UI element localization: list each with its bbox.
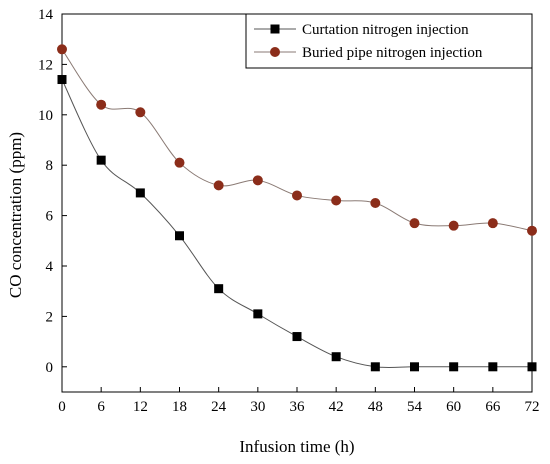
data-point-circle <box>487 218 498 229</box>
y-tick-label: 2 <box>46 309 54 325</box>
x-tick-label: 60 <box>446 399 461 415</box>
data-point-square <box>175 231 184 241</box>
series-line <box>61 48 533 232</box>
data-point-circle <box>409 218 420 229</box>
x-tick-label: 72 <box>525 399 540 415</box>
legend: Curtation nitrogen injection Buried pipe … <box>245 13 533 69</box>
x-tick-label: 48 <box>368 399 383 415</box>
data-point-circle <box>174 157 185 168</box>
y-tick-label: 0 <box>46 360 54 376</box>
data-point-square <box>370 362 380 372</box>
legend-marker-circle <box>270 47 280 57</box>
data-point-square <box>331 352 341 362</box>
legend-box <box>245 13 533 69</box>
data-point-square <box>410 362 419 372</box>
data-point-circle <box>448 220 459 231</box>
data-point-square <box>135 188 145 198</box>
y-tick-label: 14 <box>38 7 54 23</box>
y-axis-title: CO concentration (ppm) <box>6 132 25 298</box>
x-tick-label: 18 <box>172 399 187 415</box>
series-2 <box>57 44 537 236</box>
x-tick-label: 24 <box>211 399 227 415</box>
y-tick-label: 10 <box>38 108 53 124</box>
x-tick-label: 36 <box>290 399 306 415</box>
series-line <box>61 79 532 369</box>
x-axis-title: Infusion time (h) <box>239 437 354 456</box>
data-point-square <box>449 362 459 372</box>
data-point-circle <box>213 180 224 191</box>
x-tick-label: 54 <box>407 399 423 415</box>
data-point-circle <box>252 175 263 186</box>
data-point-square <box>253 309 263 319</box>
legend-marker-square <box>270 24 280 34</box>
y-tick-label: 6 <box>46 209 54 225</box>
x-tick-label: 6 <box>97 399 105 415</box>
data-point-square <box>214 284 224 294</box>
data-point-circle <box>135 107 146 118</box>
x-tick-label: 42 <box>329 399 344 415</box>
data-point-square <box>57 75 67 85</box>
x-tick-label: 30 <box>250 399 265 415</box>
data-point-square <box>96 155 106 165</box>
y-tick-label: 12 <box>38 57 53 73</box>
x-tick-label: 12 <box>133 399 148 415</box>
data-point-circle <box>57 44 67 55</box>
data-point-square <box>488 362 498 372</box>
y-tick-label: 4 <box>46 259 54 275</box>
data-point-circle <box>370 198 381 208</box>
data-point-square <box>527 362 537 372</box>
legend-label: Buried pipe nitrogen injection <box>302 45 483 61</box>
legend-label: Curtation nitrogen injection <box>302 22 469 38</box>
series-layer <box>57 44 537 372</box>
x-tick-label: 0 <box>58 399 66 415</box>
x-tick-label: 66 <box>485 399 501 415</box>
data-point-circle <box>96 99 107 110</box>
y-tick-label: 8 <box>46 158 54 174</box>
series-1 <box>57 75 537 372</box>
data-point-circle <box>331 195 342 206</box>
data-point-circle <box>527 225 537 236</box>
data-point-square <box>292 332 302 342</box>
data-point-circle <box>292 190 302 201</box>
